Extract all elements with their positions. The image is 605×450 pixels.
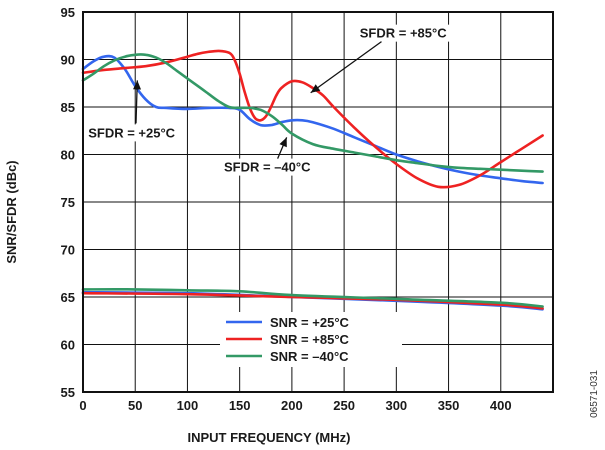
y-axis-title: SNR/SFDR (dBc) (4, 160, 19, 263)
legend: SNR = +25°C SNR = +85°C SNR = –40°C (220, 312, 402, 367)
x-tick-label: 250 (333, 398, 355, 413)
x-tick-labels: 0 50 100 150 200 250 300 350 400 (79, 398, 511, 413)
annotation-background (221, 158, 314, 176)
y-tick-label: 70 (61, 243, 75, 258)
y-tick-labels: 55 60 65 70 75 80 85 90 95 (61, 5, 75, 400)
series-line-5 (81, 288, 544, 308)
annotation-label: SFDR = +85°C (360, 26, 447, 41)
annotation-background (356, 24, 450, 42)
plot-frame (82, 11, 554, 393)
annotation-arrow-line (310, 41, 382, 94)
y-tick-label: 95 (61, 5, 75, 20)
y-tick-label: 55 (61, 385, 75, 400)
legend-label: SNR = +25°C (270, 315, 350, 330)
legend-label: SNR = +85°C (270, 332, 350, 347)
x-tick-label: 0 (79, 398, 86, 413)
y-tick-label: 80 (61, 148, 75, 163)
annotation-arrowhead (133, 80, 142, 90)
y-tick-label: 90 (61, 53, 75, 68)
y-tick-label: 85 (61, 100, 75, 115)
annotation-label: SFDR = +25°C (88, 125, 175, 140)
y-tick-label: 65 (61, 290, 75, 305)
annotation-label: SFDR = –40°C (224, 160, 311, 175)
series-line-2 (81, 53, 544, 173)
x-tick-label: 200 (281, 398, 303, 413)
x-tick-label: 350 (438, 398, 460, 413)
series-line-4 (81, 291, 544, 310)
x-axis-title: INPUT FREQUENCY (MHz) (188, 430, 351, 445)
x-tick-label: 300 (385, 398, 407, 413)
y-tick-label: 75 (61, 195, 75, 210)
figure-id: 06571-031 (589, 370, 600, 418)
annotation-background (85, 124, 179, 142)
x-tick-label: 400 (490, 398, 512, 413)
annotation-arrowhead (279, 137, 287, 148)
x-tick-label: 150 (229, 398, 251, 413)
legend-label: SNR = –40°C (270, 349, 349, 364)
x-tick-label: 100 (177, 398, 199, 413)
x-tick-label: 50 (128, 398, 142, 413)
y-tick-label: 60 (61, 338, 75, 353)
annotation-arrowhead (310, 84, 321, 93)
series-line-1 (81, 49, 544, 189)
annotations: SFDR = +85°C SFDR = +25°C SFDR = –40°C (85, 24, 450, 176)
